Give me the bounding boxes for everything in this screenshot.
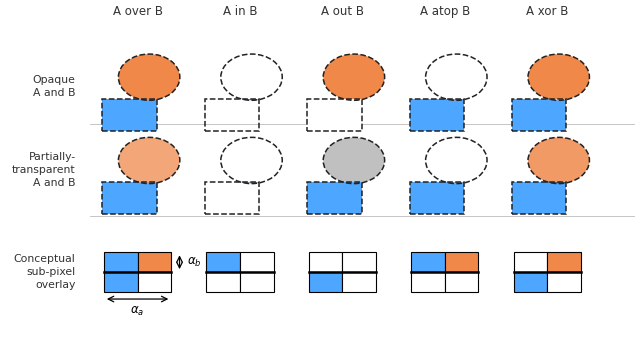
Text: A atop B: A atop B <box>420 5 470 18</box>
Text: $\alpha_b$: $\alpha_b$ <box>187 256 201 269</box>
Bar <box>547 252 581 272</box>
Bar <box>410 99 464 131</box>
Text: A out B: A out B <box>321 5 364 18</box>
Bar <box>514 272 547 291</box>
Bar <box>412 272 445 291</box>
Bar <box>205 182 259 214</box>
Bar <box>445 272 479 291</box>
Ellipse shape <box>528 54 589 100</box>
Ellipse shape <box>221 54 282 100</box>
Bar <box>412 252 445 272</box>
Bar <box>410 99 464 131</box>
Bar <box>102 99 157 131</box>
Text: Partially-
transparent
A and B: Partially- transparent A and B <box>12 152 76 188</box>
Ellipse shape <box>118 137 180 184</box>
Bar <box>206 252 240 272</box>
Bar <box>102 99 157 131</box>
Bar <box>512 99 566 131</box>
Ellipse shape <box>528 54 589 100</box>
Bar <box>307 99 362 131</box>
Text: A over B: A over B <box>113 5 163 18</box>
Bar <box>206 272 240 291</box>
Bar <box>205 99 259 131</box>
Ellipse shape <box>528 54 589 100</box>
Bar <box>512 182 566 214</box>
Bar <box>309 252 342 272</box>
Bar <box>307 182 362 214</box>
Bar <box>102 182 157 214</box>
Ellipse shape <box>323 54 385 100</box>
Bar <box>410 182 464 214</box>
Text: $\alpha_a$: $\alpha_a$ <box>131 305 145 318</box>
Bar <box>410 182 464 214</box>
Ellipse shape <box>426 137 487 184</box>
Text: A in B: A in B <box>223 5 257 18</box>
Ellipse shape <box>528 137 589 184</box>
Bar <box>514 252 547 272</box>
Bar <box>104 252 138 272</box>
Bar <box>445 252 479 272</box>
Bar <box>138 272 172 291</box>
Bar <box>342 252 376 272</box>
Bar <box>102 182 157 214</box>
Bar <box>307 182 362 214</box>
Text: A xor B: A xor B <box>526 5 568 18</box>
Bar <box>307 182 362 214</box>
Bar <box>138 252 172 272</box>
Ellipse shape <box>118 54 180 100</box>
Bar <box>547 272 581 291</box>
Bar <box>512 182 566 214</box>
Bar <box>512 99 566 131</box>
Text: Opaque
A and B: Opaque A and B <box>33 75 76 98</box>
Ellipse shape <box>426 54 487 100</box>
Bar <box>307 99 362 131</box>
Bar <box>240 272 274 291</box>
Bar <box>104 272 138 291</box>
Bar <box>342 272 376 291</box>
Ellipse shape <box>221 137 282 184</box>
Ellipse shape <box>528 137 589 184</box>
Text: Conceptual
sub-pixel
overlay: Conceptual sub-pixel overlay <box>14 254 76 290</box>
Bar <box>309 272 342 291</box>
Ellipse shape <box>323 137 385 184</box>
Bar <box>240 252 274 272</box>
